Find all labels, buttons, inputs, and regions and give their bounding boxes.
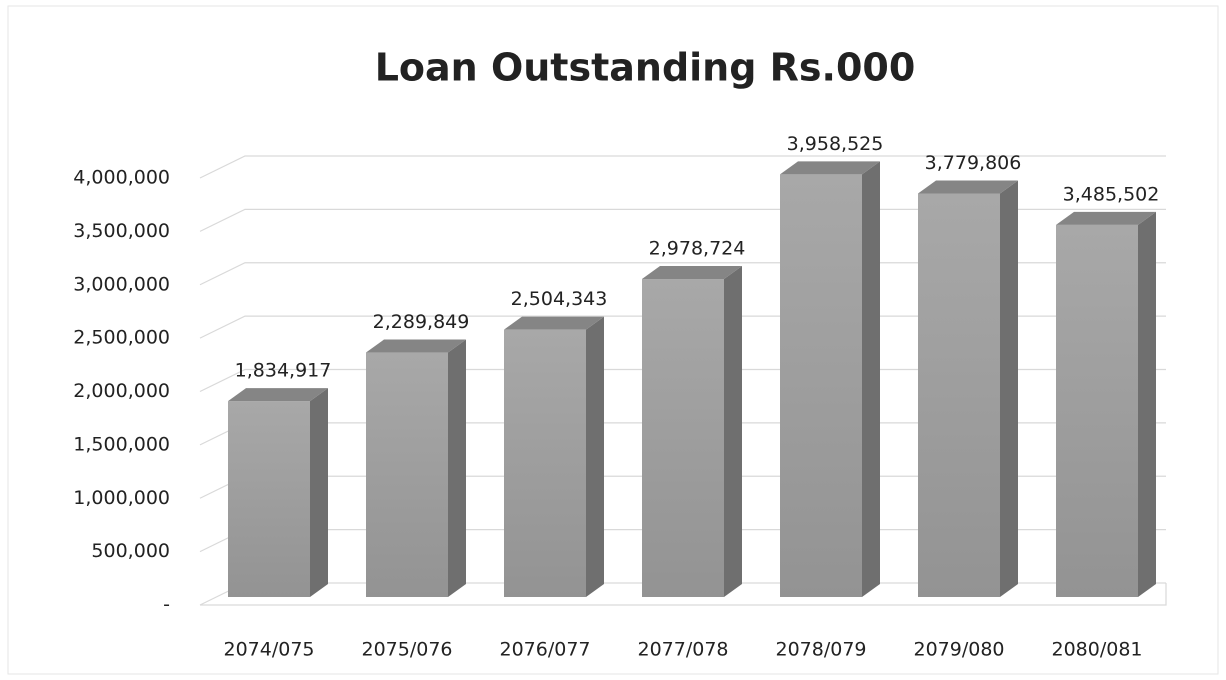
bar [504,329,586,597]
bar [780,174,862,597]
y-tick-label: 500,000 [91,540,170,562]
y-tick-label: 1,500,000 [73,433,170,455]
bar-top [366,339,466,353]
y-tick-label: - [163,594,170,616]
x-tick-label: 2075/076 [361,639,452,661]
value-label: 3,779,806 [925,152,1022,174]
chart-title: Loan Outstanding Rs.000 [375,46,916,90]
x-tick-label: 2079/080 [913,639,1004,661]
bar-top [780,161,880,175]
bar-side [724,266,742,597]
y-tick-label: 4,000,000 [73,167,170,189]
x-tick-label: 2078/079 [775,639,866,661]
floor-line [200,583,1167,606]
value-label: 2,289,849 [373,311,470,333]
bar [918,193,1000,597]
bar-side [862,161,880,597]
bar [228,401,310,597]
bar-top [1056,211,1156,225]
bar [1056,224,1138,597]
y-tick-label: 1,000,000 [73,487,170,509]
bar-side [586,316,604,597]
y-tick-label: 3,500,000 [73,220,170,242]
y-tick-label: 3,000,000 [73,273,170,295]
y-tick-label: 2,000,000 [73,380,170,402]
bar [366,352,448,597]
x-tick-label: 2076/077 [499,639,590,661]
x-tick-label: 2080/081 [1051,639,1142,661]
value-label: 2,978,724 [649,238,746,260]
bar-top [228,388,328,402]
bar-top [504,316,604,330]
bar-side [1000,180,1018,597]
bar-top [918,180,1018,194]
value-label: 2,504,343 [511,288,608,310]
grid-line [199,155,1166,179]
value-label: 3,958,525 [787,133,884,155]
x-tick-label: 2074/075 [223,639,314,661]
bar-side [448,339,466,597]
bar-top [642,266,742,280]
y-tick-label: 2,500,000 [73,327,170,349]
x-tick-label: 2077/078 [637,639,728,661]
bar-side [1138,211,1156,597]
bar [642,279,724,597]
value-label: 1,834,917 [235,360,332,382]
bar-side [310,388,328,597]
chart-frame [7,5,1219,675]
value-label: 3,485,502 [1063,183,1160,205]
